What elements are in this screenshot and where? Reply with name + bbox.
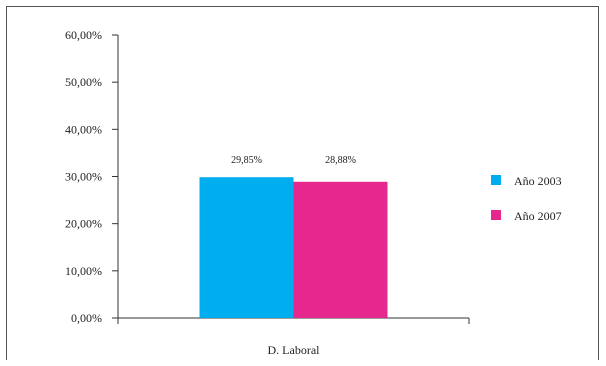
y-tick-label: 0,00% <box>71 311 102 325</box>
y-tick-label: 20,00% <box>65 217 102 231</box>
y-tick-label: 50,00% <box>65 75 102 89</box>
data-labels: 29,85% 28,88% <box>231 155 356 166</box>
x-category-label: D. Laboral <box>268 343 321 357</box>
bar-2 <box>293 181 388 318</box>
y-tick-label: 30,00% <box>65 170 102 184</box>
bar-1 <box>199 177 294 318</box>
legend: Año 2003 Año 2007 <box>491 174 562 223</box>
x-axis: D. Laboral <box>117 317 470 357</box>
legend-label: Año 2007 <box>514 209 562 223</box>
legend-swatch <box>491 175 501 185</box>
legend-swatch <box>491 210 501 220</box>
bars <box>199 177 388 318</box>
legend-label: Año 2003 <box>514 174 562 188</box>
bar-data-label: 29,85% <box>231 155 262 166</box>
y-tick-label: 40,00% <box>65 122 102 136</box>
y-tick-label: 60,00% <box>65 28 102 42</box>
y-axis: 0,00% 10,00% 20,00% 30,00% 40,00% 50,00% 60,00… <box>65 28 119 325</box>
bar-data-label: 28,88% <box>325 155 356 166</box>
y-tick-label: 10,00% <box>65 264 102 278</box>
